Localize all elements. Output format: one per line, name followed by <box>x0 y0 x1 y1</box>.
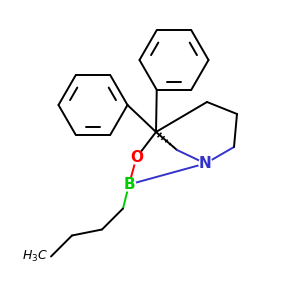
Text: O: O <box>130 150 143 165</box>
Circle shape <box>122 178 136 191</box>
Circle shape <box>199 157 212 170</box>
Circle shape <box>130 151 143 164</box>
Text: N: N <box>199 156 212 171</box>
Text: $H_3C$: $H_3C$ <box>22 249 48 264</box>
Text: B: B <box>123 177 135 192</box>
